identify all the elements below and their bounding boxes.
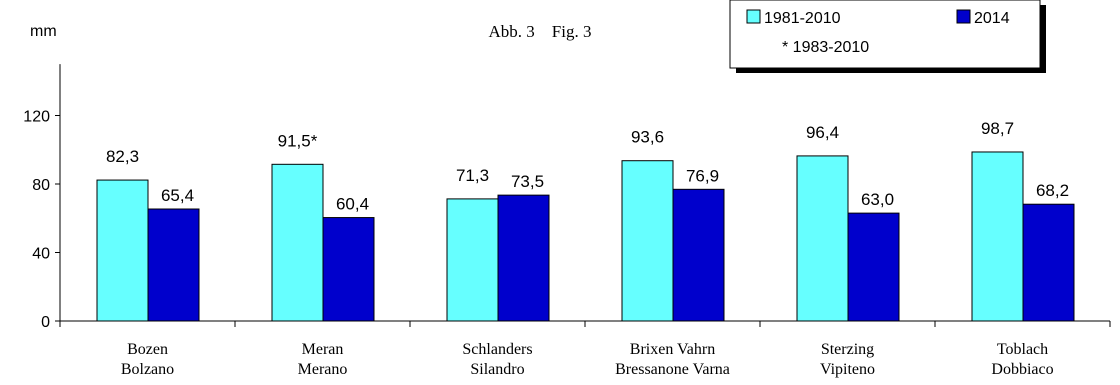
bar [621, 160, 674, 322]
x-tick-label: Toblach [997, 341, 1048, 358]
x-tick-label: Bolzano [121, 361, 174, 378]
legend-note: * 1983-2010 [782, 39, 869, 56]
x-tick-label: Bressanone Varna [615, 361, 730, 378]
axes: 0 40 80 120 [23, 64, 1111, 331]
x-tick-label: Dobbiaco [991, 361, 1053, 378]
bar [971, 151, 1024, 322]
data-label: 98,7 [981, 119, 1014, 138]
bar [96, 179, 149, 322]
y-tick-label: 0 [41, 314, 50, 331]
legend-box [729, 0, 1041, 69]
bars [96, 151, 1075, 322]
x-tick-label: Bozen [127, 341, 168, 358]
x-tick-label: Schlanders [462, 341, 532, 358]
legend-swatch-2014 [956, 9, 971, 24]
x-tick-label: Vipiteno [820, 361, 875, 378]
x-tick-labels: Bozen Bolzano Meran Merano Schlanders Silandr… [121, 341, 1054, 378]
data-label: 60,4 [336, 195, 369, 214]
data-label: 93,6 [631, 128, 664, 147]
y-tick-label: 40 [32, 246, 50, 263]
x-tick-label: Sterzing [821, 341, 874, 358]
y-tick-label: 120 [23, 109, 50, 126]
legend: 1981-2010 2014 * 1983-2010 [729, 0, 1046, 73]
x-tick-label: Meran [302, 341, 344, 358]
chart-title: Abb. 3 Fig. 3 [489, 22, 592, 41]
bar [847, 212, 900, 322]
bar [446, 198, 499, 322]
data-label: 76,9 [686, 166, 719, 185]
data-label: 82,3 [106, 147, 139, 166]
bar [796, 155, 849, 322]
x-tick-label: Merano [298, 361, 348, 378]
bar [147, 208, 200, 322]
data-label: 65,4 [161, 186, 194, 205]
bar [271, 163, 324, 322]
legend-label-1981-2010: 1981-2010 [764, 10, 841, 27]
bar [672, 188, 725, 322]
data-label: 71,3 [456, 166, 489, 185]
data-label: 63,0 [861, 190, 894, 209]
y-axis-label: mm [30, 23, 57, 40]
bar [1022, 203, 1075, 322]
data-labels: 82,3 65,4 91,5* 60,4 71,3 73,5 93,6 76,9 96,4 63,… [106, 119, 1069, 214]
x-tick-label: Brixen Vahrn [630, 341, 715, 358]
x-tick-label: Silandro [470, 361, 524, 378]
bar [497, 194, 550, 322]
data-label: 91,5* [278, 131, 318, 150]
bar [322, 217, 375, 322]
data-label: 73,5 [511, 172, 544, 191]
legend-label-2014: 2014 [974, 10, 1010, 27]
data-label: 96,4 [806, 123, 839, 142]
legend-swatch-1981-2010 [746, 9, 761, 24]
y-tick-label: 80 [32, 177, 50, 194]
data-label: 68,2 [1036, 181, 1069, 200]
